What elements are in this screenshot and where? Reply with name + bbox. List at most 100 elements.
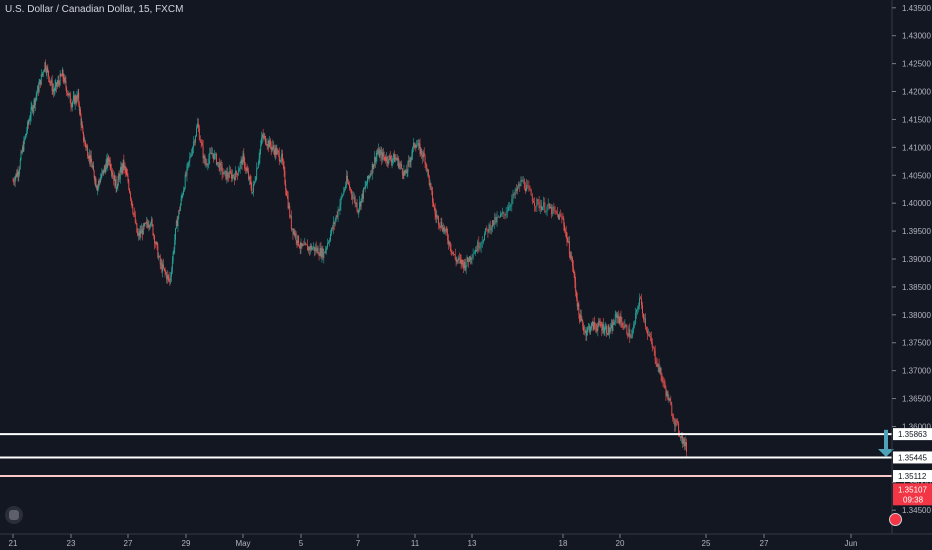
candle — [471, 258, 473, 259]
candle — [343, 190, 345, 195]
candle — [47, 68, 49, 71]
candle — [338, 209, 340, 211]
candle — [183, 190, 185, 195]
candle — [95, 179, 97, 186]
candle — [618, 318, 620, 324]
price-axis[interactable]: 1.43500 1.43000 1.42500 1.42000 1.41500 1.410… — [892, 4, 931, 515]
candle — [284, 170, 286, 184]
candle — [235, 171, 237, 174]
snapshot-icon[interactable] — [889, 513, 902, 526]
candle — [204, 155, 206, 165]
candle — [576, 298, 578, 307]
candle — [239, 163, 241, 169]
candle — [236, 173, 238, 176]
candle — [319, 247, 321, 256]
candle — [177, 217, 179, 227]
candle — [101, 172, 103, 177]
candle — [41, 74, 43, 75]
time-axis[interactable]: 21 23 27 29 May 5 7 11 13 18 20 25 27 Jun — [9, 534, 858, 548]
candle — [119, 170, 121, 179]
candle — [441, 222, 443, 229]
candle — [345, 185, 347, 189]
candle — [454, 254, 456, 259]
candle — [59, 74, 61, 85]
candle — [50, 80, 52, 83]
candle — [632, 330, 634, 336]
candles-layer — [12, 59, 687, 457]
candle — [53, 90, 55, 92]
candle — [677, 420, 679, 424]
candle — [219, 163, 221, 171]
candle — [100, 176, 102, 179]
candle — [88, 154, 90, 159]
candle — [242, 153, 244, 165]
candle — [81, 123, 83, 128]
candle — [336, 215, 338, 217]
candle — [447, 233, 449, 241]
candle — [27, 122, 28, 132]
candle — [347, 175, 348, 183]
candle — [659, 367, 661, 373]
candle — [656, 363, 658, 367]
candle — [131, 201, 133, 208]
level-tag — [893, 451, 932, 464]
candle — [372, 164, 374, 169]
candle — [419, 143, 421, 154]
candle — [249, 176, 251, 181]
candle — [671, 405, 673, 416]
last-price-tag — [893, 483, 932, 506]
candle — [78, 103, 80, 111]
candle — [251, 187, 253, 193]
candle — [179, 204, 181, 211]
candle — [19, 168, 20, 174]
candle — [424, 155, 426, 164]
bar-countdown: 09:38 — [903, 495, 924, 504]
y-tick-label: 1.37500 — [902, 339, 931, 348]
x-tick-label: Jun — [845, 539, 858, 548]
candle — [550, 206, 551, 209]
candle — [409, 160, 410, 162]
candle — [298, 245, 300, 248]
candle — [352, 197, 354, 199]
candle — [513, 193, 515, 196]
candle — [583, 326, 585, 332]
candle — [538, 201, 540, 208]
candle — [551, 206, 553, 215]
candle — [401, 168, 403, 174]
candle — [75, 101, 77, 102]
candle — [466, 257, 468, 266]
candle — [49, 81, 51, 83]
candle — [503, 211, 505, 215]
candle — [128, 181, 130, 190]
candle — [337, 209, 339, 217]
candle — [658, 364, 660, 373]
candle — [209, 152, 211, 159]
candle — [125, 171, 127, 173]
candle — [648, 334, 650, 337]
candle — [384, 156, 386, 160]
candle — [592, 321, 594, 330]
candle — [237, 171, 239, 176]
candle — [583, 330, 585, 332]
candle — [71, 103, 73, 107]
candle — [130, 198, 132, 202]
candle — [286, 190, 287, 196]
candle — [682, 435, 683, 444]
candle — [211, 152, 213, 155]
candle — [413, 142, 415, 147]
last-price-label: 1.35107 — [898, 485, 927, 494]
candle — [196, 123, 198, 128]
candle — [457, 259, 459, 261]
candle — [614, 323, 615, 325]
candle — [420, 148, 422, 154]
candle — [358, 209, 360, 213]
candle — [263, 136, 265, 138]
candle — [407, 162, 409, 172]
candle — [637, 308, 639, 310]
candle — [303, 244, 305, 246]
candle — [582, 321, 584, 327]
candle — [374, 157, 376, 165]
candle — [84, 140, 86, 142]
